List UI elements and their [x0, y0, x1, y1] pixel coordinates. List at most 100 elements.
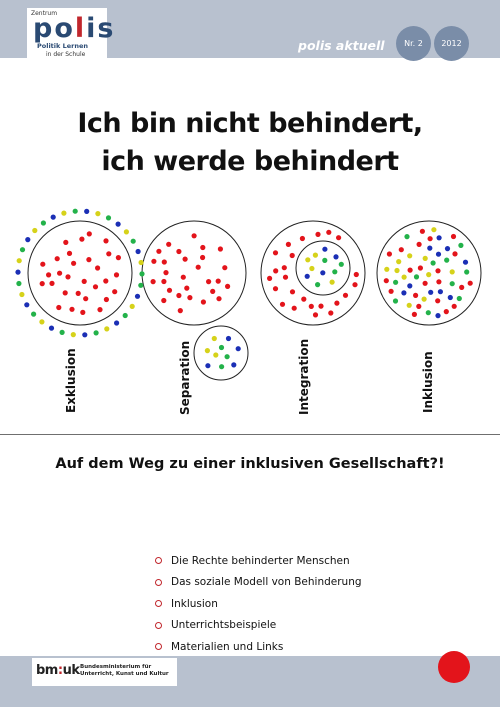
- dot: [322, 246, 328, 252]
- dot: [384, 266, 390, 272]
- dot: [422, 255, 428, 261]
- dot: [467, 280, 473, 286]
- dot: [200, 244, 206, 251]
- dot: [56, 304, 62, 311]
- dot: [452, 251, 458, 257]
- dot: [419, 228, 425, 234]
- dot: [435, 313, 441, 319]
- bullet-icon: [155, 557, 162, 565]
- dot: [435, 298, 441, 304]
- dot: [24, 302, 30, 308]
- dot: [156, 248, 162, 254]
- dot: [161, 297, 167, 304]
- dot: [336, 235, 342, 241]
- dot: [224, 354, 230, 360]
- dot: [182, 256, 188, 262]
- toc-item: Inklusion: [155, 593, 362, 615]
- dot: [32, 227, 38, 234]
- red-dot-decoration: [438, 651, 470, 683]
- dot: [103, 278, 109, 284]
- dot: [16, 258, 22, 264]
- dot: [16, 280, 22, 287]
- dot: [304, 273, 310, 279]
- dot: [289, 252, 295, 259]
- dot: [225, 335, 232, 342]
- dot: [219, 364, 225, 370]
- dot: [97, 307, 103, 313]
- dot: [430, 260, 436, 266]
- divider-line: [0, 434, 500, 435]
- dot: [57, 270, 63, 276]
- dot: [112, 289, 118, 295]
- dot: [436, 235, 442, 241]
- dot: [184, 285, 190, 291]
- dot: [86, 257, 92, 263]
- dot: [103, 238, 109, 244]
- dot: [231, 362, 237, 368]
- dot: [449, 281, 455, 287]
- dot: [92, 284, 99, 290]
- dot: [393, 279, 399, 285]
- dot: [69, 306, 75, 312]
- bmuk-wordmark: bm:uk: [36, 663, 80, 678]
- dot: [401, 274, 407, 280]
- dot: [151, 258, 157, 264]
- dot: [103, 296, 109, 303]
- dot: [177, 308, 183, 314]
- dot: [195, 264, 201, 270]
- dot: [421, 296, 427, 302]
- dot: [352, 282, 358, 288]
- ministry-name: Bundesministerium für Unterricht, Kunst u…: [80, 664, 169, 677]
- dot: [54, 256, 60, 262]
- dot: [79, 236, 85, 242]
- dot: [65, 274, 71, 280]
- dot: [436, 279, 442, 285]
- label-inklusion: Inklusion: [421, 351, 435, 413]
- dot: [383, 278, 389, 284]
- dot: [63, 239, 69, 245]
- dot: [285, 241, 291, 247]
- dot: [50, 214, 56, 220]
- dot: [334, 300, 340, 306]
- dot: [180, 274, 186, 280]
- dot: [459, 284, 465, 290]
- dot: [398, 247, 404, 253]
- label-separation: Separation: [178, 340, 192, 415]
- dot: [312, 312, 319, 318]
- dot: [70, 332, 76, 338]
- toc-item: Materialien und Links: [155, 636, 362, 658]
- dot: [218, 344, 225, 351]
- dot: [272, 250, 279, 256]
- dot: [206, 279, 212, 285]
- dot: [176, 248, 182, 255]
- issue-badge: Nr. 2: [396, 26, 431, 61]
- label-exklusion: Exklusion: [64, 348, 78, 413]
- dot: [416, 241, 422, 247]
- dot: [72, 208, 78, 214]
- dot: [104, 326, 110, 332]
- dot: [62, 290, 68, 296]
- dot: [273, 268, 279, 274]
- dot: [134, 293, 141, 299]
- dot: [216, 296, 222, 302]
- bullet-icon: [155, 643, 162, 651]
- dot: [392, 298, 399, 304]
- dot: [309, 265, 315, 272]
- dot: [426, 272, 432, 278]
- dot: [115, 221, 121, 227]
- dot: [83, 296, 89, 302]
- dot: [49, 280, 55, 286]
- dot: [458, 242, 464, 248]
- dot: [388, 288, 394, 294]
- dot: [30, 311, 37, 317]
- dot: [105, 215, 112, 221]
- dot: [456, 295, 462, 302]
- dot: [95, 211, 101, 217]
- dot: [225, 283, 231, 289]
- dot: [281, 265, 287, 271]
- dot: [404, 234, 410, 240]
- dot: [187, 295, 193, 301]
- toc-item: Die Rechte behinderter Menschen: [155, 550, 362, 572]
- dot: [320, 270, 326, 276]
- dot: [427, 236, 433, 242]
